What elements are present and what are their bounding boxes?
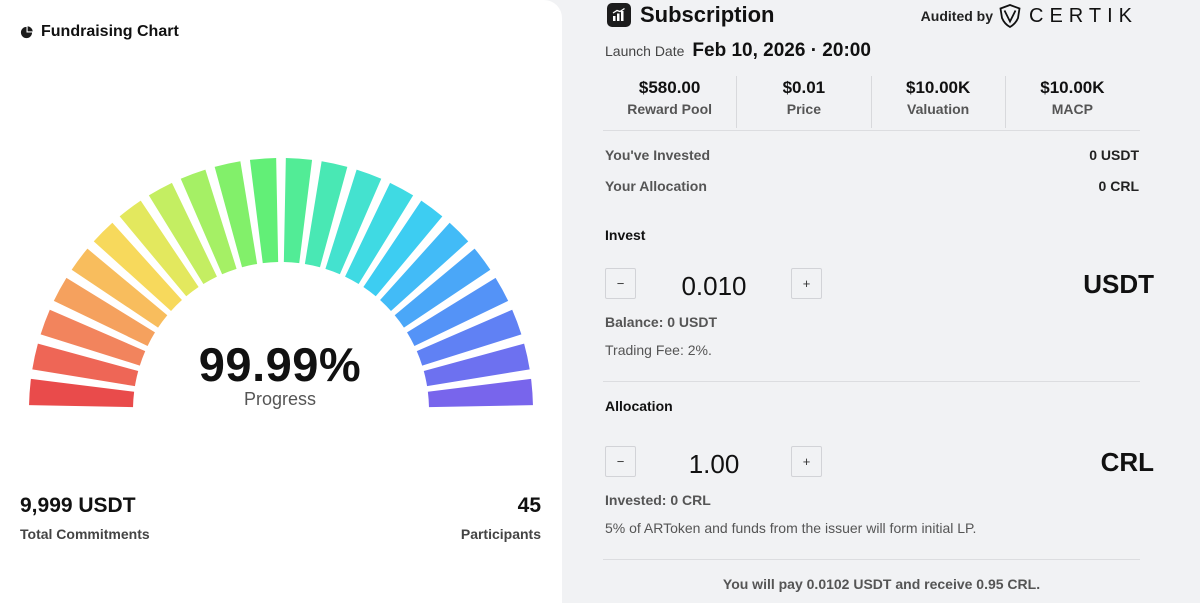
allocation-currency: CRL — [1100, 447, 1154, 477]
stat-valuation: $10.00K Valuation — [872, 76, 1006, 128]
subscription-panel: Subscription Audited by CERTIK Launch Da… — [563, 0, 1200, 603]
certik-shield-icon — [999, 4, 1021, 28]
stat-label: MACP — [1051, 101, 1093, 117]
audited-by-label: Audited by — [920, 8, 994, 24]
payment-summary: You will pay 0.0102 USDT and receive 0.9… — [722, 576, 1041, 592]
gauge-segment — [148, 182, 217, 284]
gauge-segment — [180, 169, 237, 275]
gauge-segment — [32, 343, 139, 387]
allocation-section-title: Allocation — [605, 398, 673, 414]
subscription-title: Subscription — [640, 2, 775, 27]
gauge-segment — [345, 182, 414, 284]
gauge-segment — [325, 169, 382, 275]
stat-value: $10.00K — [1040, 78, 1105, 97]
allocation-decrement-button[interactable]: − — [605, 446, 636, 477]
audit-badge[interactable]: Audited by CERTIK — [921, 4, 1138, 28]
stat-reward-pool: $580.00 Reward Pool — [603, 76, 738, 128]
invest-section-title: Invest — [605, 227, 646, 243]
trading-fee-text: Trading Fee: 2%. — [605, 342, 712, 358]
launch-date-label: Launch Date — [605, 43, 685, 59]
launch-date-value: Feb 10, 2026 · 20:00 — [692, 40, 871, 61]
stat-label: Price — [786, 101, 821, 117]
auditor-name: CERTIK — [1029, 4, 1138, 27]
divider — [603, 130, 1140, 131]
gauge-segment — [53, 277, 155, 346]
fundraising-card: Fundraising Chart 99.99% Progress 9,999 … — [0, 0, 562, 603]
invest-currency: USDT — [1083, 269, 1154, 299]
total-commitments-label: Total Commitments — [20, 526, 150, 542]
participants-value: 45 — [517, 494, 541, 517]
allocation-label: Your Allocation — [605, 178, 707, 194]
invest-increment-button[interactable]: + — [791, 268, 822, 299]
stat-price: $0.01 Price — [737, 76, 872, 128]
token-stats: $580.00 Reward Pool $0.01 Price $10.00K … — [603, 76, 1139, 128]
gauge-segment — [416, 309, 522, 366]
gauge-segment — [363, 200, 443, 297]
stat-macp: $10.00K MACP — [1006, 76, 1139, 128]
invested-crl-text: Invested: 0 CRL — [605, 492, 711, 508]
stat-label: Reward Pool — [627, 101, 713, 117]
divider — [603, 559, 1140, 560]
fundraising-header: Fundraising Chart — [20, 23, 179, 41]
pie-chart-icon — [20, 25, 33, 38]
subscription-header: Subscription — [607, 2, 774, 28]
invested-value: 0 USDT — [1089, 147, 1139, 163]
lp-note-text: 5% of ARToken and funds from the issuer … — [605, 520, 977, 536]
stat-value: $580.00 — [638, 78, 701, 97]
gauge-segment — [394, 248, 491, 328]
fundraising-title: Fundraising Chart — [41, 23, 179, 40]
progress-gauge — [29, 158, 533, 408]
total-commitments-value: 9,999 USDT — [20, 494, 136, 517]
allocation-value: 0 CRL — [1098, 178, 1139, 194]
gauge-segment — [249, 158, 279, 264]
stat-value: $0.01 — [782, 78, 826, 97]
gauge-segment — [119, 200, 199, 297]
gauge-segment — [380, 222, 469, 311]
progress-percentage: 99.99% — [198, 338, 362, 391]
invest-decrement-button[interactable]: − — [605, 268, 636, 299]
gauge-segment — [93, 222, 182, 311]
certik-logo: CERTIK — [999, 4, 1138, 28]
gauge-segment — [283, 158, 313, 264]
progress-label: Progress — [243, 389, 317, 409]
allocation-increment-button[interactable]: + — [791, 446, 822, 477]
gauge-segment — [304, 161, 348, 268]
invest-amount-input[interactable]: 0.010 — [681, 271, 747, 301]
invested-label: You've Invested — [605, 147, 710, 163]
gauge-segment — [427, 378, 533, 408]
balance-text: Balance: 0 USDT — [605, 314, 718, 330]
stat-label: Valuation — [907, 101, 970, 117]
gauge-segment — [40, 309, 146, 366]
gauge-segment — [423, 343, 530, 387]
launch-date: Launch Date Feb 10, 2026 · 20:00 — [605, 40, 871, 62]
gauge-segment — [29, 378, 135, 408]
allocation-amount-input[interactable]: 1.00 — [688, 449, 740, 479]
gauge-segment — [407, 277, 509, 346]
bar-chart-icon — [607, 3, 631, 27]
gauge-segment — [71, 248, 168, 328]
stat-value: $10.00K — [905, 78, 971, 97]
gauge-segment — [214, 161, 258, 268]
participants-label: Participants — [460, 526, 541, 542]
divider — [603, 381, 1140, 382]
